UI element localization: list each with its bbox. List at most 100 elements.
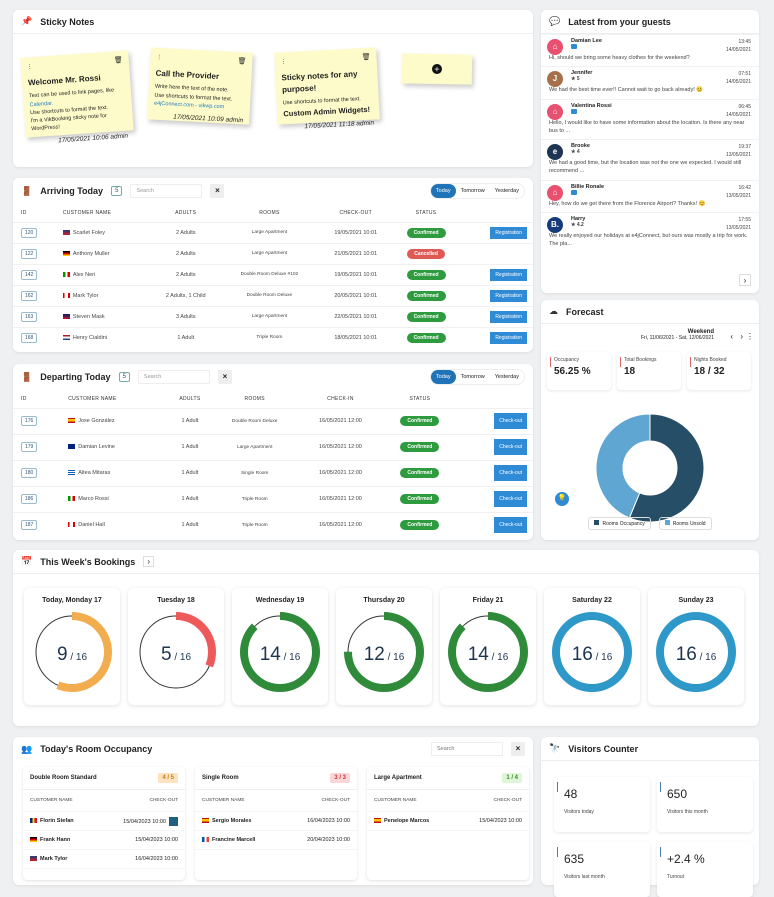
guest-row[interactable]: Florin Stefan 15/04/2023 10:00 <box>23 812 185 831</box>
day-label: Tuesday 18 <box>157 597 195 604</box>
column-header: CUSTOMER NAME <box>202 798 245 803</box>
legend-item[interactable]: Rooms Unsold <box>658 517 712 530</box>
registration-button[interactable]: Registration <box>490 226 527 239</box>
guest-name: Florin Stefan <box>40 818 74 824</box>
booking-id-link[interactable]: 187 <box>21 520 38 531</box>
guest-message[interactable]: e Brooke ★ 4 19:37 13/05/2021 We had a go… <box>541 139 759 180</box>
registration-button[interactable]: Registration <box>490 268 527 281</box>
day-card[interactable]: Thursday 20 12 / 16 <box>336 588 432 705</box>
check-out-button[interactable]: Check-out <box>494 491 527 507</box>
check-out-button[interactable]: Check-out <box>494 517 527 534</box>
clear-search-button[interactable]: × <box>210 184 225 198</box>
guest-row[interactable]: Penelope Marcos 15/04/2023 10:00 <box>367 812 529 831</box>
guest-row[interactable]: Mark Tylor 16/04/2023 10:00 <box>23 850 185 869</box>
trash-icon[interactable]: 🗑 <box>113 56 123 65</box>
room-name: Large Apartment <box>374 775 422 781</box>
room-name: Double Room Standard <box>30 775 97 781</box>
check-out-button[interactable]: Check-out <box>494 465 527 481</box>
adults: 1 Adult <box>169 485 211 512</box>
search-input[interactable]: Search <box>137 370 210 384</box>
legend-swatch <box>664 520 670 525</box>
guest-message[interactable]: ⌂ Damian Lee 13:45 14/05/2021 Hi, should … <box>541 34 759 66</box>
check-out-button[interactable]: Check-out <box>494 439 527 455</box>
booking-id-link[interactable]: 168 <box>21 332 38 343</box>
table-row: 179 Damian Levine 1 Adult Large Apartmen… <box>13 433 533 460</box>
add-note-button[interactable]: + <box>401 53 473 85</box>
stat-label: Nights Booked <box>694 357 727 363</box>
guest-name: Harry <box>571 215 586 222</box>
day-label: Sunday 23 <box>678 597 714 604</box>
day-card[interactable]: Tuesday 18 5 / 16 <box>128 588 224 705</box>
next-page-button[interactable]: › <box>739 274 751 286</box>
registration-button[interactable]: Registration <box>490 289 527 302</box>
clear-search-button[interactable]: × <box>217 370 232 384</box>
sticky-note[interactable]: ⋮ 🗑 Welcome Mr. Rossi Text can be used to l… <box>20 50 134 144</box>
widget-title: This Week's Bookings <box>40 556 136 567</box>
tab-today[interactable]: Today <box>430 184 456 198</box>
checkout-date: 15/04/2023 10:00 <box>135 837 178 843</box>
more-menu-icon[interactable]: ⋮ <box>746 332 754 341</box>
lightbulb-button[interactable]: 💡 <box>555 492 569 506</box>
guest-row[interactable]: Francine Marcell 20/04/2023 10:00 <box>195 831 357 850</box>
search-input[interactable] <box>431 742 503 756</box>
sticky-note[interactable]: ⋮ 🗑 Call the Provider Write here the text o… <box>147 47 253 125</box>
tab-tomorrow[interactable]: Tomorrow <box>460 188 485 194</box>
booking-id-link[interactable]: 120 <box>21 227 38 238</box>
day-label: Saturday 22 <box>572 597 612 604</box>
day-card[interactable]: Wednesday 19 14 / 16 <box>232 588 328 705</box>
guest-row[interactable]: Frank Hann 15/04/2023 10:00 <box>23 831 185 850</box>
flag-es-icon <box>374 818 381 824</box>
prev-button[interactable]: ‹ <box>730 332 733 341</box>
legend-label: Rooms Occupancy <box>602 521 645 527</box>
guest-message[interactable]: ⌂ Valentina Rossi 06:45 14/05/2021 Hello,… <box>541 98 759 140</box>
photo-avatar-icon: J <box>547 71 563 88</box>
drag-handle-icon[interactable]: ⋮ <box>156 54 163 61</box>
tab-yesterday[interactable]: Yesterday <box>494 374 519 380</box>
donut-slice-rooms-unsold[interactable] <box>595 413 651 519</box>
booking-id-link[interactable]: 186 <box>21 494 38 504</box>
room: Triple Room <box>219 326 319 348</box>
check-out-button[interactable]: Check-out <box>494 413 527 429</box>
booking-id-link[interactable]: 179 <box>21 442 38 452</box>
total-rooms: 16 <box>705 652 717 663</box>
guest-messages-widget: 💬 Latest from your guests ⌂ Damian Lee 13… <box>541 10 759 293</box>
flag-de-icon <box>62 250 70 256</box>
booking-id-link[interactable]: 176 <box>21 416 38 426</box>
booking-id-link[interactable]: 122 <box>21 248 38 259</box>
forecast-stat: Occupancy 56.25 % <box>547 352 611 390</box>
guest-message[interactable]: B. Harry ★ 4.2 17:55 13/05/2021 We really… <box>541 211 759 253</box>
guest-row[interactable]: Sergio Morales 16/04/2023 10:00 <box>195 812 357 831</box>
trash-icon[interactable]: 🗑 <box>361 53 371 62</box>
booking-id-link[interactable]: 162 <box>21 290 38 301</box>
expand-button[interactable]: › <box>143 556 155 567</box>
next-button[interactable]: › <box>740 332 743 341</box>
registration-button[interactable]: Registration <box>490 310 527 323</box>
table-row: 142 Alex Neri 2 Adults Double Room Delux… <box>13 263 533 285</box>
day-card[interactable]: Saturday 22 16 / 16 <box>544 588 640 705</box>
message-time: 13:45 <box>738 39 751 45</box>
donut-slice-rooms-occupancy[interactable] <box>628 413 705 523</box>
booking-id-link[interactable]: 163 <box>21 311 38 322</box>
guest-message[interactable]: ⌂ Billie Ronale 16:42 13/05/2021 Hey, how… <box>541 179 759 212</box>
day-card[interactable]: Friday 21 14 / 16 <box>440 588 536 705</box>
booking-id-link[interactable]: 180 <box>21 468 38 478</box>
sticky-note[interactable]: ⋮ 🗑 Sticky notes for any purpose! Use short… <box>274 47 380 130</box>
room: Single Room <box>210 459 299 486</box>
registration-button[interactable]: Registration <box>490 331 527 344</box>
search-input[interactable]: Search <box>130 184 203 198</box>
booking-id-link[interactable]: 142 <box>21 269 38 280</box>
tab-today[interactable]: Today <box>430 370 456 384</box>
legend-item[interactable]: Rooms Occupancy <box>588 517 651 530</box>
guest-message[interactable]: J Jennifer ★ 5 07:51 14/05/2021 We had th… <box>541 66 759 98</box>
clear-search-button[interactable]: × <box>511 742 525 756</box>
drag-handle-icon[interactable]: ⋮ <box>26 64 33 71</box>
day-card[interactable]: Sunday 23 16 / 16 <box>648 588 744 705</box>
drag-handle-icon[interactable]: ⋮ <box>280 59 287 66</box>
users-icon: 👥 <box>21 743 33 754</box>
day-card[interactable]: Today, Monday 17 9 / 16 <box>24 588 120 705</box>
tab-yesterday[interactable]: Yesterday <box>494 188 519 194</box>
checkout-icon[interactable] <box>169 816 178 826</box>
message-text: We really enjoyed our holidays at e4jCon… <box>549 232 748 247</box>
trash-icon[interactable]: 🗑 <box>237 57 247 66</box>
tab-tomorrow[interactable]: Tomorrow <box>460 374 485 380</box>
